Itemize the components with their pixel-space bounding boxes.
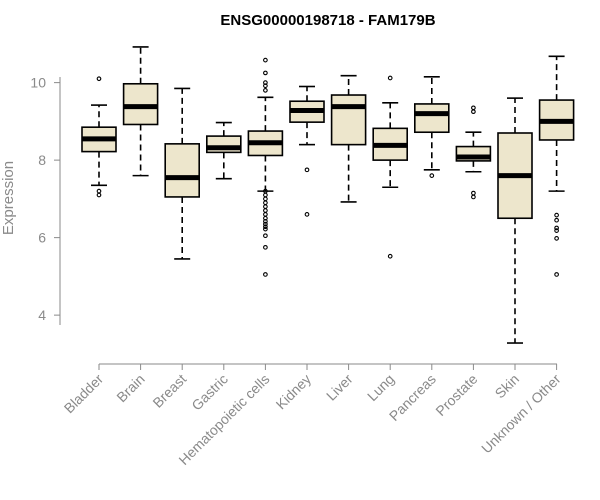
outlier-point: [471, 105, 476, 111]
outlier-point: [429, 173, 435, 178]
outlier-point: [263, 221, 268, 227]
outlier-point: [263, 226, 268, 232]
y-tick-label: 4: [38, 307, 46, 323]
box-kidney: [289, 85, 325, 217]
x-tick-label: Prostate: [432, 371, 480, 419]
x-tick-label: Unknown / Other: [478, 371, 564, 457]
outlier-point: [471, 109, 476, 115]
x-tick-label: Liver: [323, 371, 356, 404]
outlier-point: [554, 236, 559, 241]
x-tick-label: Kidney: [273, 371, 315, 413]
x-tick-label: Skin: [492, 371, 523, 402]
outlier-point: [263, 208, 268, 213]
outlier-point: [263, 204, 268, 209]
outlier-point: [387, 253, 393, 259]
box-prostate: [455, 105, 492, 200]
outlier-point: [554, 272, 559, 277]
outlier-point: [263, 244, 268, 250]
outlier-point: [387, 75, 393, 81]
y-tick-label: 6: [38, 230, 46, 246]
box-breast: [164, 87, 200, 260]
outlier-point: [96, 188, 102, 194]
outlier-point: [263, 200, 268, 206]
outlier-point: [554, 217, 559, 223]
y-tick-label: 8: [38, 152, 46, 168]
iqr-box: [413, 103, 450, 134]
outlier-point: [304, 167, 310, 173]
box-skin: [497, 97, 533, 344]
outlier-point: [304, 212, 310, 217]
y-tick-label: 10: [30, 75, 46, 91]
outlier-point: [471, 190, 476, 196]
box-hematopoietic-cells: [247, 57, 284, 277]
x-tick-label: Brain: [113, 371, 147, 405]
outlier-point: [554, 212, 559, 218]
x-tick-label: Breast: [149, 371, 189, 411]
iqr-box: [330, 94, 367, 146]
outlier-point: [263, 212, 268, 217]
outlier-point: [263, 70, 268, 76]
outlier-point: [263, 233, 268, 239]
box-liver: [330, 74, 367, 203]
outlier-point: [263, 272, 268, 277]
box-gastric: [206, 121, 242, 180]
box-pancreas: [413, 76, 450, 178]
outlier-point: [96, 76, 102, 82]
outlier-point: [554, 228, 559, 233]
outlier-point: [471, 194, 476, 200]
y-axis-ticks: 4 6 8 10: [30, 75, 60, 323]
box-lung: [372, 75, 409, 259]
x-tick-label: Lung: [364, 371, 397, 404]
box-series: [81, 46, 575, 344]
box-brain: [122, 46, 159, 177]
outlier-point: [96, 192, 102, 198]
outlier-point: [554, 225, 559, 231]
box-bladder: [81, 76, 117, 198]
outlier-point: [263, 83, 268, 89]
outlier-point: [263, 57, 268, 63]
chart-title: ENSG00000198718 - FAM179B: [220, 12, 435, 29]
outlier-point: [263, 224, 268, 230]
x-tick-label: Bladder: [61, 371, 107, 417]
outlier-point: [263, 192, 268, 198]
iqr-box: [122, 82, 159, 126]
outlier-point: [263, 196, 268, 202]
outlier-point: [263, 88, 268, 93]
outlier-point: [263, 219, 268, 224]
y-axis-label: Expression: [0, 161, 17, 235]
iqr-box: [164, 143, 200, 198]
box-unknown-other: [538, 55, 575, 277]
